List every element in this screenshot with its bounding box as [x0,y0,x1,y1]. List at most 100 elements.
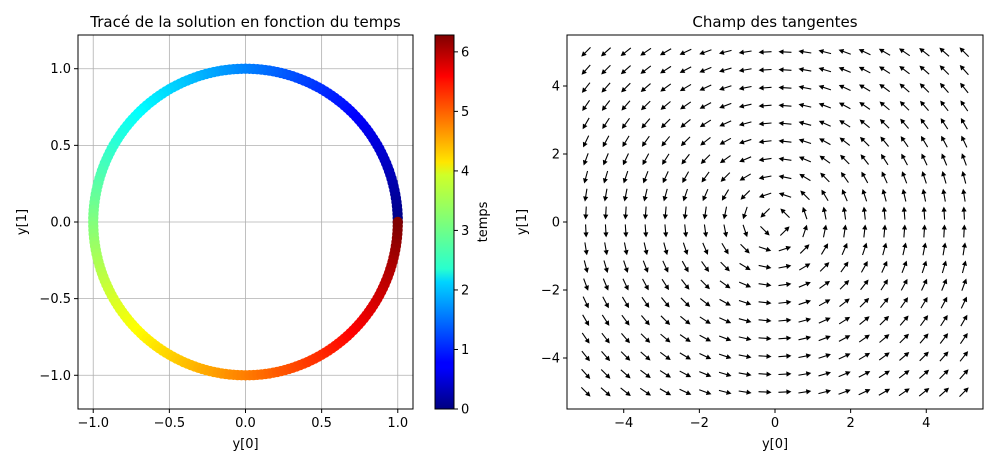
tangent-arrow [659,388,672,396]
tangent-arrow [921,171,927,184]
tangent-arrow [820,243,829,255]
tangent-arrow [642,153,650,166]
tangent-arrow [721,189,730,201]
tangent-arrow [640,47,652,56]
colorbar: 0 1 2 3 4 5 6 temps [434,34,491,418]
tangent-arrow [939,47,950,57]
tangent-arrow [581,332,590,344]
tangent-arrow [798,156,812,163]
tangent-arrow [679,83,692,92]
tangent-arrow [700,154,711,164]
tangent-arrow [600,369,611,379]
right-y-tick-label: −4 [541,352,560,367]
tangent-arrow [601,100,611,111]
tangent-arrow [919,333,929,344]
tangent-arrow [941,135,948,148]
tangent-arrow [718,389,732,395]
tangent-arrow [882,224,888,238]
right-y-tick-label: 4 [552,80,560,95]
tangent-arrow [778,245,792,252]
tangent-arrow [819,155,831,164]
tangent-arrow [920,118,929,130]
tangent-arrow [719,137,732,145]
tangent-arrow [920,135,929,148]
tangent-arrow [758,282,772,288]
tangent-arrow [622,188,628,202]
tangent-arrow [679,334,691,343]
tangent-arrow [861,188,868,202]
tangent-arrow [583,170,589,184]
tangent-arrow [919,47,930,57]
tangent-arrow [899,48,911,57]
tangent-arrow [879,101,890,111]
right-chart: Champ des tangentes −4 −2 0 2 4 −4 −2 0 2 4 y[0]… [515,13,984,452]
tangent-arrow [798,120,812,126]
tangent-arrow [879,297,889,308]
tangent-arrow [819,280,831,289]
tangent-arrow [739,262,751,271]
tangent-arrow [758,246,772,252]
left-y-tick-label: 0.5 [50,139,71,154]
tangent-arrow [879,315,890,326]
tangent-arrow [818,120,831,127]
tangent-arrow [778,138,792,144]
tangent-arrow [701,171,710,183]
right-x-tick-label: 2 [846,416,854,431]
tangent-arrow [601,314,610,326]
tangent-arrow [780,208,790,219]
tangent-arrow [758,389,772,395]
tangent-arrow [941,224,947,238]
tangent-arrow [583,188,589,202]
right-tangent-field [580,47,970,397]
tangent-arrow [603,206,609,220]
tangent-arrow [719,85,732,91]
tangent-arrow [622,278,629,291]
tangent-arrow [941,188,947,202]
tangent-arrow [778,371,792,377]
tangent-arrow [601,64,611,75]
left-x-tick-label: −1.0 [77,416,109,431]
tangent-arrow [798,353,812,359]
tangent-arrow [758,317,772,324]
tangent-arrow [640,65,652,74]
tangent-arrow [643,242,649,256]
tangent-arrow [601,350,611,362]
tangent-arrow [860,154,869,165]
tangent-arrow [921,260,928,274]
trajectory-point [392,216,403,228]
right-y-tick-label: 2 [552,148,560,163]
tangent-arrow [798,84,812,91]
tangent-arrow [880,279,888,291]
tangent-arrow [663,242,669,256]
right-x-tick-label: 4 [922,416,930,431]
tangent-arrow [901,206,907,220]
tangent-arrow [680,136,691,147]
tangent-arrow [801,206,808,220]
tangent-arrow [620,351,631,361]
tangent-arrow [738,121,752,127]
tangent-arrow [778,353,792,359]
right-x-axis-label: y[0] [762,437,788,452]
tangent-arrow [738,371,752,377]
tangent-arrow [818,49,832,55]
tangent-arrow [839,298,850,307]
tangent-arrow [758,157,772,163]
tangent-arrow [602,278,609,291]
tangent-arrow [859,297,870,308]
tangent-arrow [879,334,890,343]
tangent-arrow [641,315,650,326]
tangent-arrow [818,389,832,395]
tangent-arrow [960,100,969,112]
right-plot-frame [566,34,984,410]
tangent-arrow [861,206,867,220]
tangent-arrow [860,279,869,291]
tangent-arrow [602,117,610,130]
tangent-arrow [583,260,589,274]
tangent-arrow [660,315,671,326]
tangent-arrow [602,296,609,309]
tangent-arrow [639,387,651,396]
tangent-arrow [960,314,968,327]
tangent-arrow [581,82,591,93]
tangent-arrow [738,389,752,395]
tangent-arrow [679,370,692,378]
